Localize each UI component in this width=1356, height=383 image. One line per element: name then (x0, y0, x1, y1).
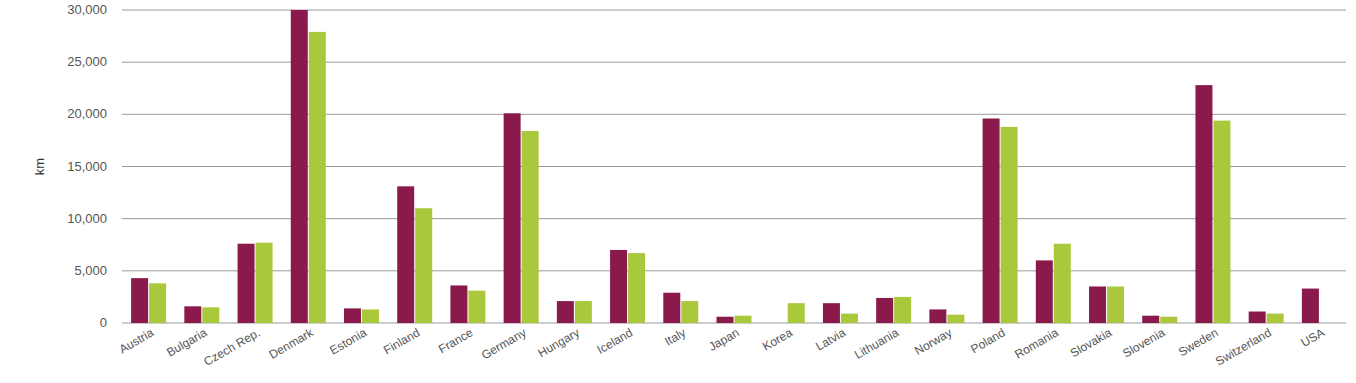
bar (131, 278, 148, 323)
bar (362, 309, 379, 323)
bar (557, 301, 574, 323)
bar (1267, 314, 1284, 323)
y-tick-label: 30,000 (67, 2, 107, 17)
bar (1142, 316, 1159, 323)
bar (1001, 127, 1018, 323)
x-tick-label: Korea (760, 325, 795, 353)
x-tick-label: Slovakia (1068, 325, 1115, 360)
bar (663, 293, 680, 323)
y-tick-label: 10,000 (67, 211, 107, 226)
x-tick-label: Germany (479, 325, 529, 362)
y-axis-label: km (32, 158, 47, 175)
x-tick-label: Latvia (813, 325, 848, 353)
y-tick-label: 15,000 (67, 159, 107, 174)
bar (788, 303, 805, 323)
x-tick-label: Denmark (267, 325, 317, 362)
x-tick-label: Estonia (327, 325, 369, 357)
bar (309, 32, 326, 323)
y-tick-label: 20,000 (67, 106, 107, 121)
x-tick-label: Sweden (1176, 325, 1221, 359)
y-tick-label: 5,000 (74, 263, 107, 278)
bar (1089, 286, 1106, 323)
bar (256, 243, 273, 323)
bar (628, 253, 645, 323)
x-tick-label: Iceland (595, 325, 636, 356)
x-tick-label: Austria (117, 325, 157, 356)
bar (1036, 260, 1053, 323)
bar (1195, 85, 1212, 323)
bar (735, 316, 752, 323)
bar (1160, 317, 1177, 323)
grid (122, 10, 1346, 323)
bar (876, 298, 893, 323)
x-tick-label: Bulgaria (164, 325, 209, 359)
x-tick-label: Japan (706, 325, 741, 353)
bar (468, 291, 485, 323)
bar (504, 113, 521, 323)
x-tick-label: Poland (968, 325, 1007, 356)
bar (1054, 244, 1071, 323)
chart: 0 5,000 10,000 15,000 20,000 25,000 30,000 km Au… (0, 0, 1356, 383)
bar (184, 306, 201, 323)
bar (522, 131, 539, 323)
chart-container: 0 5,000 10,000 15,000 20,000 25,000 30,000 km Au… (0, 0, 1356, 383)
bar (1107, 286, 1124, 323)
x-tick-label: France (436, 325, 476, 356)
bar (823, 303, 840, 323)
bar (575, 301, 592, 323)
bar (202, 307, 219, 323)
x-tick-label: Lithuania (852, 325, 901, 362)
x-tick-label: Hungary (536, 325, 582, 360)
bar (1302, 289, 1319, 323)
bar (929, 309, 946, 323)
bar (149, 283, 166, 323)
bar (1249, 312, 1266, 323)
y-tick-label: 25,000 (67, 54, 107, 69)
x-tick-label: Czech Rep. (201, 325, 262, 368)
bar (610, 250, 627, 323)
x-tick-label: Norway (912, 325, 954, 357)
bar (291, 10, 308, 323)
x-tick-label: USA (1299, 325, 1327, 349)
bar (947, 315, 964, 323)
x-tick-label: Italy (662, 325, 688, 348)
bar (1213, 121, 1230, 323)
bar (983, 119, 1000, 323)
x-tick-label: Romania (1012, 325, 1061, 361)
bar (415, 208, 432, 323)
bar (238, 244, 255, 323)
bars (131, 10, 1319, 323)
bar (841, 314, 858, 323)
x-tick-label: Slovenia (1120, 325, 1167, 360)
bar (894, 297, 911, 323)
x-tick-label: Finland (381, 325, 422, 357)
bar (681, 301, 698, 323)
bar (397, 186, 414, 323)
bar (717, 317, 734, 323)
y-tick-label: 0 (100, 315, 107, 330)
bar (344, 308, 361, 323)
bar (450, 285, 467, 323)
x-tick-label: Switzerland (1213, 325, 1274, 368)
